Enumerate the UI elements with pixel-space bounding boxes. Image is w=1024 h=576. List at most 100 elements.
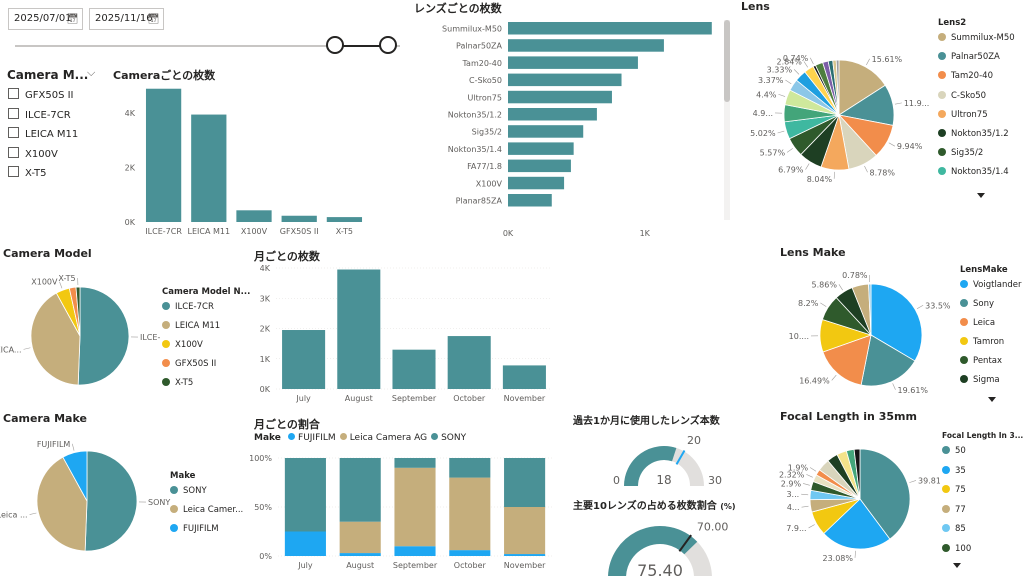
legend-scroll-down-icon[interactable] [988, 397, 996, 402]
bar-segment[interactable] [339, 458, 381, 522]
bar[interactable] [191, 114, 227, 222]
bar-segment[interactable] [449, 477, 491, 551]
bar-segment[interactable] [339, 521, 381, 554]
bar-segment[interactable] [284, 458, 326, 532]
legend-item[interactable]: 50 [942, 445, 966, 457]
legend-item[interactable]: 85 [942, 523, 966, 535]
bar-segment[interactable] [449, 550, 491, 556]
end-date-input[interactable]: 2025/11/16 📅︎ [89, 8, 164, 30]
chevron-down-icon[interactable]: ⌵ [87, 66, 96, 79]
bar[interactable] [508, 159, 571, 173]
date-slider[interactable] [15, 36, 400, 56]
bar-segment[interactable] [284, 531, 326, 557]
legend-item[interactable]: X-T5 [162, 377, 193, 389]
bar[interactable] [392, 349, 436, 389]
legend-item[interactable]: LEICA M11 [162, 320, 220, 332]
legend-item[interactable]: Tamron [960, 336, 1004, 348]
legend-item[interactable]: 77 [942, 504, 966, 516]
bar[interactable] [502, 365, 546, 389]
legend-item[interactable]: FUJIFILM [170, 523, 219, 535]
bar[interactable] [508, 90, 612, 104]
legend-item[interactable]: Pentax [960, 355, 1002, 367]
date-slider-start-handle[interactable] [326, 36, 344, 54]
bar[interactable] [337, 269, 381, 389]
legend-item[interactable]: Nokton35/1.4 [938, 166, 1009, 178]
bar-segment[interactable] [394, 458, 436, 468]
legend-item[interactable]: Ultron75 [938, 109, 988, 121]
checkbox[interactable] [8, 146, 19, 158]
legend-item[interactable]: Leica Camer... [170, 504, 243, 516]
legend-item[interactable]: SONY [170, 485, 207, 497]
bar-segment[interactable] [504, 458, 546, 507]
pie-slice[interactable] [84, 450, 138, 552]
bar-segment[interactable] [394, 467, 436, 547]
bar[interactable] [282, 330, 326, 389]
pie-slice[interactable] [62, 450, 88, 502]
bar[interactable] [508, 194, 552, 207]
bar[interactable] [281, 215, 317, 222]
bar[interactable] [326, 217, 363, 222]
bar[interactable] [508, 56, 638, 69]
pie-slice[interactable] [870, 283, 923, 362]
pie-slice[interactable] [853, 448, 861, 500]
legend-scroll-down-icon[interactable] [977, 193, 985, 198]
bar[interactable] [508, 125, 584, 138]
legend-item[interactable]: Sig35/2 [938, 147, 983, 159]
legend-item[interactable]: GFX50S II [162, 358, 216, 370]
scrollbar[interactable] [724, 20, 730, 220]
checkbox[interactable] [8, 127, 19, 138]
pie-slice[interactable] [30, 292, 81, 386]
slicer-item[interactable]: ILCE-7CR [8, 107, 71, 122]
bar-segment[interactable] [449, 458, 491, 478]
checkbox[interactable] [8, 166, 19, 177]
legend-item[interactable]: Leica Camera AG [339, 433, 427, 443]
bar[interactable] [508, 142, 574, 155]
bar[interactable] [508, 73, 622, 87]
bar[interactable] [508, 176, 565, 190]
pie-slice[interactable] [868, 283, 872, 336]
bar-segment[interactable] [339, 553, 381, 556]
legend-item[interactable]: Sony [960, 298, 994, 310]
legend-item[interactable]: 75 [942, 484, 966, 496]
legend-item[interactable]: Leica [960, 317, 995, 329]
legend-item[interactable]: 35 [942, 465, 966, 477]
bar[interactable] [145, 88, 182, 222]
pie-slice[interactable] [835, 59, 840, 116]
bar[interactable] [508, 39, 664, 52]
bar[interactable] [508, 108, 597, 121]
bar-segment[interactable] [504, 554, 546, 556]
legend-item[interactable]: FUJIFILM [288, 433, 336, 443]
pie-slice[interactable] [822, 334, 872, 386]
bar[interactable] [447, 336, 491, 389]
legend-item[interactable]: Voigtlander [960, 279, 1022, 291]
pie-slice[interactable] [859, 448, 911, 540]
legend-item[interactable]: 100 [942, 543, 971, 555]
legend-item[interactable]: Tam20-40 [938, 70, 993, 82]
legend-item[interactable]: SONY [431, 433, 466, 443]
calendar-icon[interactable]: 📅︎ [66, 14, 79, 25]
date-slider-end-handle[interactable] [379, 36, 397, 54]
pie-slice[interactable] [36, 456, 88, 552]
pie-slice[interactable] [75, 286, 81, 337]
legend-item[interactable]: Nokton35/1.2 [938, 128, 1009, 140]
slicer-item[interactable]: X100V [8, 146, 58, 161]
legend-item[interactable]: Palnar50ZA [938, 51, 1000, 63]
pie-slice[interactable] [860, 334, 916, 387]
pie-slice[interactable] [77, 286, 130, 386]
checkbox[interactable] [8, 107, 19, 119]
slicer-item[interactable]: LEICA M11 [8, 127, 78, 141]
bar-segment[interactable] [394, 546, 436, 556]
legend-item[interactable]: X100V [162, 339, 203, 351]
bar[interactable] [508, 22, 712, 35]
start-date-input[interactable]: 2025/07/01 📅︎ [8, 8, 83, 30]
legend-item[interactable]: Summilux-M50 [938, 32, 1015, 44]
pie-slice[interactable] [823, 498, 891, 550]
checkbox[interactable] [8, 88, 19, 99]
calendar-icon[interactable]: 📅︎ [147, 14, 160, 25]
legend-scroll-down-icon[interactable] [953, 563, 961, 568]
slicer-item[interactable]: X-T5 [8, 166, 47, 180]
slicer-item[interactable]: GFX50S II [8, 88, 74, 102]
scrollbar-thumb[interactable] [724, 20, 730, 102]
legend-item[interactable]: Sigma [960, 374, 1000, 386]
pie-slice[interactable] [838, 59, 886, 116]
